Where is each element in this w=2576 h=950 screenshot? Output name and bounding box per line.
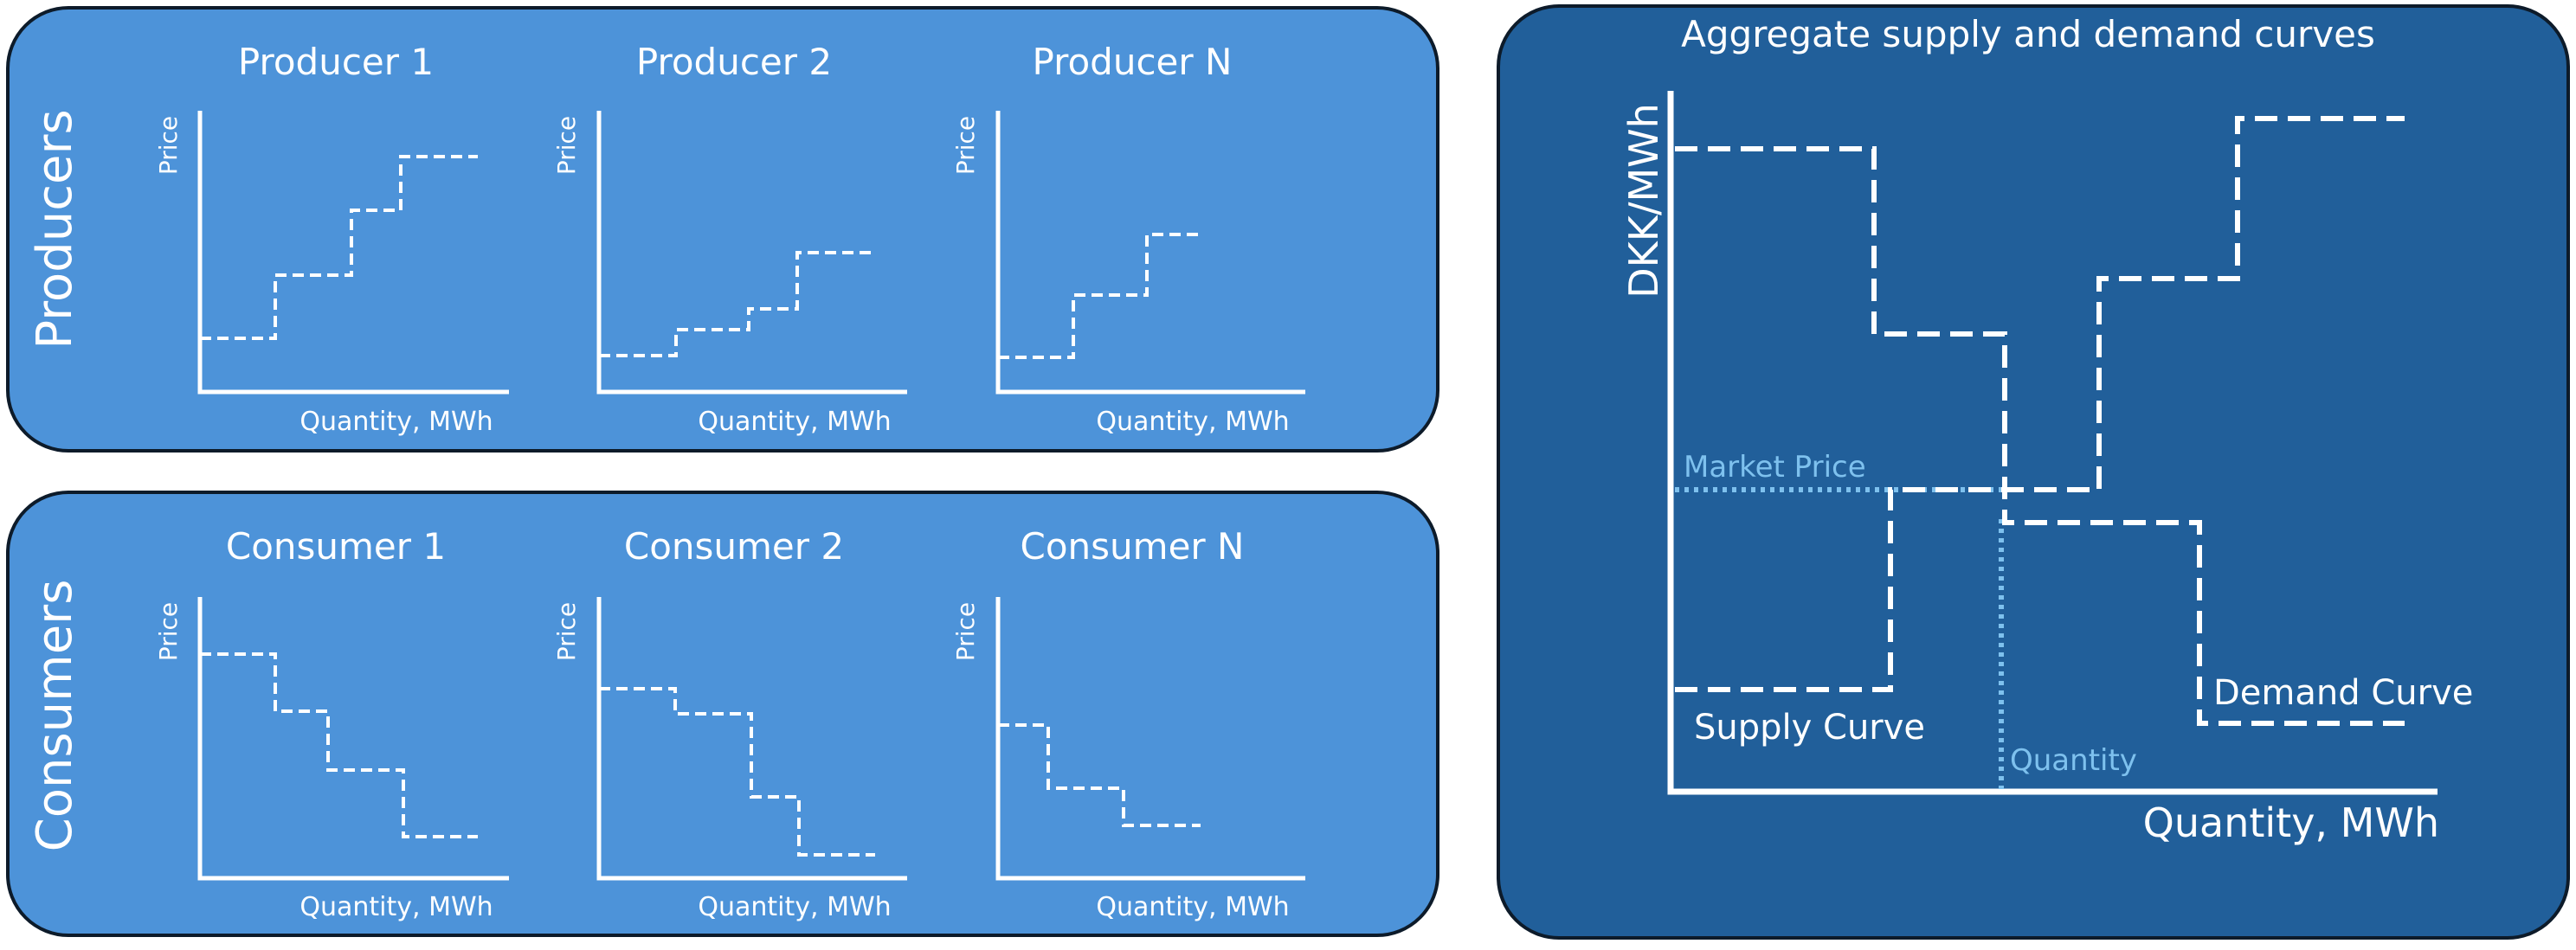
- consumer-1-axes: [197, 597, 509, 881]
- consumer-1-xlabel: Quantity, MWh: [299, 892, 493, 922]
- producer-n-axes: [995, 111, 1305, 395]
- aggregate-ylabel: DKK/MWh: [1620, 103, 1667, 298]
- consumer-1-title: Consumer 1: [226, 525, 446, 568]
- consumer-n-ylabel: Price: [951, 602, 980, 661]
- producers-group-label: Producers: [27, 109, 83, 349]
- producer-n-bid-curve: [998, 233, 1200, 359]
- producer-n-ylabel: Price: [951, 116, 980, 175]
- producer-2-title: Producer 2: [636, 41, 832, 83]
- producer-1-chart: Producer 1 Price Quantity, MWh: [154, 41, 509, 437]
- producer-1-ylabel: Price: [154, 116, 183, 175]
- producer-2-chart: Producer 2 Price Quantity, MWh: [552, 41, 907, 437]
- aggregate-axes: [1667, 91, 2438, 795]
- consumer-n-axes: [995, 597, 1305, 881]
- producer-2-axes: [596, 111, 907, 395]
- consumer-1-bid-curve: [200, 652, 478, 838]
- consumer-2-ylabel: Price: [552, 602, 581, 661]
- producer-1-xlabel: Quantity, MWh: [299, 407, 493, 437]
- aggregate-title: Aggregate supply and demand curves: [1681, 13, 2375, 55]
- aggregate-xlabel: Quantity, MWh: [2143, 799, 2439, 846]
- consumers-group-label: Consumers: [27, 580, 83, 852]
- producer-n-chart: Producer N Price Quantity, MWh: [951, 41, 1305, 437]
- producer-1-bid-curve: [200, 155, 478, 340]
- consumer-n-title: Consumer N: [1021, 525, 1245, 568]
- supply-curve: [1675, 116, 2405, 692]
- demand-curve-label: Demand Curve: [2213, 673, 2473, 713]
- consumer-2-bid-curve: [599, 687, 875, 857]
- consumer-1-ylabel: Price: [154, 602, 183, 661]
- consumer-n-bid-curve: [998, 723, 1201, 827]
- producers-panel-background: [6, 6, 1439, 453]
- consumer-2-axes: [596, 597, 907, 881]
- market-price-label: Market Price: [1684, 450, 1866, 485]
- consumer-1-chart: Consumer 1 Price Quantity, MWh: [154, 525, 509, 922]
- consumer-2-title: Consumer 2: [624, 525, 844, 568]
- producers-panel: Producers Producer 1 Price Quantity, MWh…: [6, 6, 1439, 453]
- consumer-n-chart: Consumer N Price Quantity, MWh: [951, 525, 1305, 922]
- consumers-panel: Consumers Consumer 1 Price Quantity, MWh…: [6, 491, 1439, 937]
- producer-n-title: Producer N: [1033, 41, 1233, 83]
- consumer-n-xlabel: Quantity, MWh: [1096, 892, 1289, 922]
- supply-curve-label: Supply Curve: [1694, 708, 1925, 748]
- aggregate-panel: Aggregate supply and demand curves DKK/M…: [1497, 4, 2570, 940]
- producer-1-title: Producer 1: [238, 41, 434, 83]
- producer-n-xlabel: Quantity, MWh: [1096, 407, 1289, 437]
- aggregate-panel-background: [1497, 4, 2570, 940]
- producer-2-xlabel: Quantity, MWh: [698, 407, 891, 437]
- consumer-2-chart: Consumer 2 Price Quantity, MWh: [552, 525, 907, 922]
- quantity-label: Quantity: [2010, 743, 2137, 778]
- consumer-2-xlabel: Quantity, MWh: [698, 892, 891, 922]
- producer-1-axes: [197, 111, 509, 395]
- demand-curve: [1675, 146, 2405, 726]
- producer-2-ylabel: Price: [552, 116, 581, 175]
